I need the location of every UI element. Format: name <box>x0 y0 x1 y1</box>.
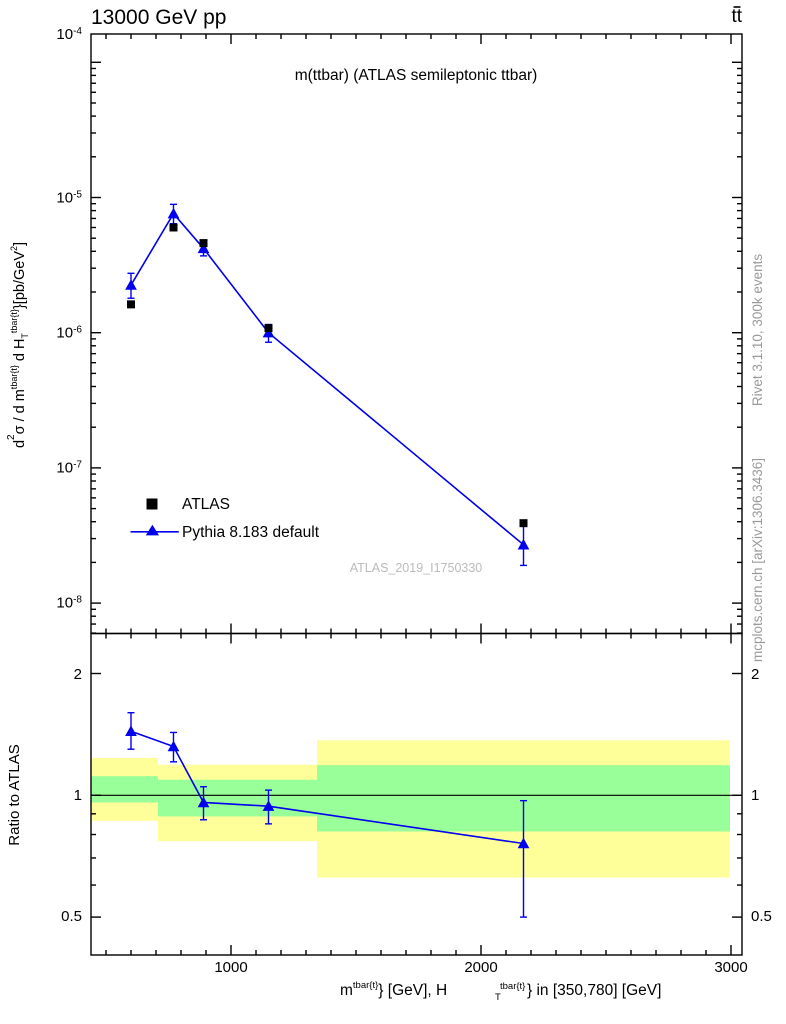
svg-text:m(ttbar) (ATLAS semileptonic t: m(ttbar) (ATLAS semileptonic ttbar) <box>295 67 538 84</box>
svg-text:ATLAS_2019_I1750330: ATLAS_2019_I1750330 <box>350 561 483 575</box>
svg-text:ATLAS: ATLAS <box>182 496 230 513</box>
svg-text:mcplots.cern.ch [arXiv:1306.34: mcplots.cern.ch [arXiv:1306.3436] <box>750 458 765 662</box>
svg-text:1000: 1000 <box>214 959 247 976</box>
svg-text:Rivet 3.1.10, 300k events: Rivet 3.1.10, 300k events <box>750 254 765 407</box>
svg-text:0.5: 0.5 <box>61 908 82 925</box>
svg-text:1: 1 <box>74 787 82 804</box>
svg-text:1: 1 <box>751 787 759 804</box>
svg-text:Ratio to ATLAS: Ratio to ATLAS <box>6 744 23 845</box>
svg-text:T: T <box>495 992 501 1003</box>
svg-text:2: 2 <box>751 666 759 683</box>
svg-text:tt: tt <box>731 6 742 27</box>
svg-text:3000: 3000 <box>714 959 747 976</box>
svg-text:2: 2 <box>74 666 82 683</box>
svg-text:Pythia 8.183 default: Pythia 8.183 default <box>182 524 320 541</box>
svg-text:13000 GeV pp: 13000 GeV pp <box>91 6 226 29</box>
svg-text:0.5: 0.5 <box>751 908 772 925</box>
svg-text:2000: 2000 <box>464 959 497 976</box>
svg-text:} in [350,780] [GeV]: } in [350,780] [GeV] <box>527 982 661 999</box>
svg-text:tbar{t}: tbar{t} <box>500 981 525 992</box>
